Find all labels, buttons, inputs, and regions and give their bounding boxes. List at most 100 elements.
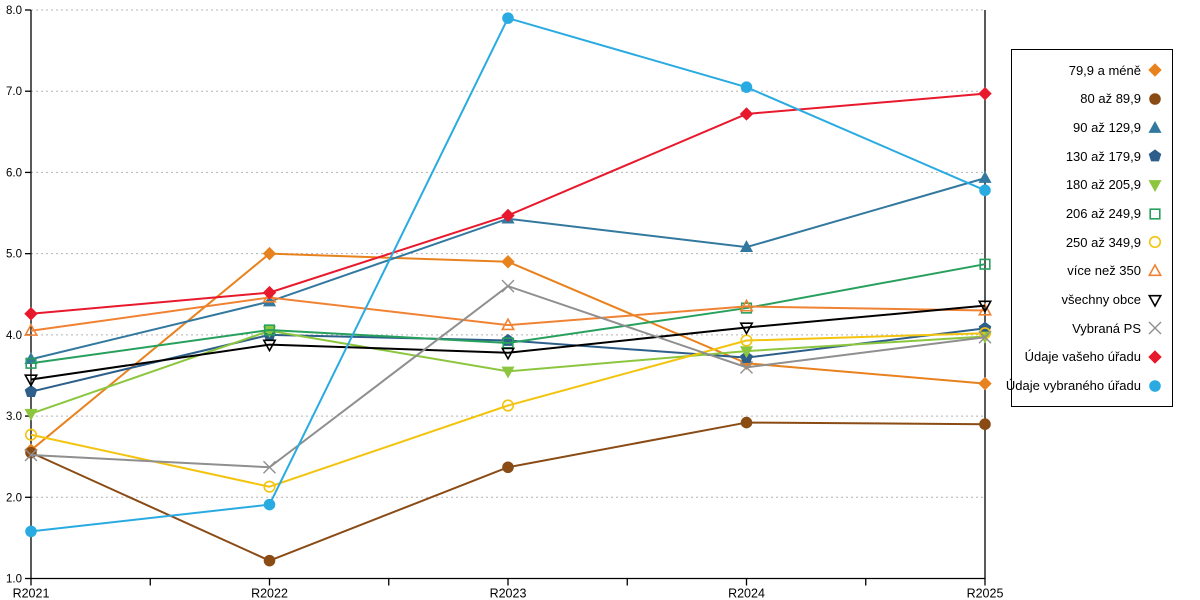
data-point-marker xyxy=(263,460,276,474)
diamond-legend-marker-icon xyxy=(1148,350,1162,364)
data-point-marker xyxy=(501,208,515,223)
series-group xyxy=(24,321,992,398)
chart-legend: 79,9 a méně 80 až 89,9 90 až 129,9 130 až 1… xyxy=(1006,49,1173,407)
data-point-marker xyxy=(1149,93,1161,105)
series-line xyxy=(30,263,986,365)
x-axis-tick-label: R2023 xyxy=(490,587,527,600)
legend-item-label: 206 až 249,9 xyxy=(1065,206,1141,222)
data-point-marker xyxy=(25,446,37,459)
data-point-marker xyxy=(1148,236,1162,249)
circle-legend-marker-icon xyxy=(1149,379,1161,392)
data-point-marker xyxy=(502,461,514,474)
data-point-marker xyxy=(978,376,992,391)
circle-legend-marker-icon xyxy=(1149,93,1161,105)
data-point-marker xyxy=(1149,379,1161,392)
data-point-marker xyxy=(1148,149,1162,162)
legend-item-label: 180 až 205,9 xyxy=(1065,177,1141,193)
data-point-marker xyxy=(977,302,993,316)
series-group xyxy=(25,12,991,538)
series-line xyxy=(30,421,986,562)
data-point-marker xyxy=(1148,321,1162,335)
legend-item: 130 až 179,9 xyxy=(1012,148,1172,164)
data-point-marker xyxy=(978,86,992,101)
x-axis-tick-label: R2022 xyxy=(251,587,288,600)
data-point-marker xyxy=(739,322,754,336)
data-point-marker xyxy=(1148,180,1162,192)
series-line xyxy=(30,304,986,381)
legend-item-label: Údaje vašeho úřadu xyxy=(1024,349,1141,365)
data-point-marker xyxy=(739,107,754,121)
x-axis-tick-label: R2024 xyxy=(728,587,765,600)
legend-item-label: 130 až 179,9 xyxy=(1065,148,1141,164)
legend-item-label: 250 až 349,9 xyxy=(1065,234,1141,250)
triangle-down-legend-marker-icon xyxy=(1147,294,1163,308)
data-point-marker xyxy=(262,289,277,303)
data-point-marker xyxy=(739,298,754,312)
y-axis-tick-label: 3.0 xyxy=(6,411,22,423)
circle-legend-marker-icon xyxy=(1148,236,1162,249)
data-point-marker xyxy=(739,240,754,252)
data-point-marker xyxy=(978,327,992,340)
series-group xyxy=(24,327,992,493)
data-point-marker xyxy=(1148,350,1162,364)
pentagon-legend-marker-icon xyxy=(1148,149,1162,162)
data-point-marker xyxy=(23,374,39,388)
data-point-marker xyxy=(24,448,38,462)
y-axis-tick-label: 6.0 xyxy=(6,167,22,179)
legend-item-label: více než 350 xyxy=(1067,263,1141,279)
data-point-marker xyxy=(263,480,276,493)
legend-item: 80 až 89,9 xyxy=(1012,91,1172,107)
x-axis-tick-label: R2021 xyxy=(13,587,50,600)
legend-item-label: Vybraná PS xyxy=(1072,320,1141,336)
data-point-marker xyxy=(262,325,277,338)
data-point-marker xyxy=(24,428,38,441)
data-point-marker xyxy=(1149,208,1161,220)
series-line xyxy=(30,92,986,315)
data-point-marker xyxy=(979,184,991,197)
data-point-marker xyxy=(262,294,277,307)
data-point-marker xyxy=(500,317,516,331)
legend-item: 206 až 249,9 xyxy=(1012,206,1172,222)
data-point-marker xyxy=(1147,294,1163,308)
legend-item: Údaje vybraného úřadu xyxy=(1006,378,1172,394)
data-point-marker xyxy=(263,554,276,567)
data-point-marker xyxy=(740,81,753,93)
data-point-marker xyxy=(263,498,276,511)
legend-item: Vybraná PS xyxy=(1012,320,1172,336)
y-axis-tick-label: 4.0 xyxy=(6,330,22,342)
series-group xyxy=(25,416,991,567)
data-point-marker xyxy=(979,418,991,430)
legend-item: všechny obce xyxy=(1012,292,1172,308)
y-axis-tick-label: 2.0 xyxy=(6,492,22,504)
data-point-marker xyxy=(502,12,514,24)
data-point-marker xyxy=(977,300,993,314)
data-point-marker xyxy=(262,339,277,353)
legend-item-label: Údaje vybraného úřadu xyxy=(1005,378,1141,394)
series-line xyxy=(30,16,986,533)
data-point-marker xyxy=(501,399,515,412)
data-point-marker xyxy=(740,360,753,374)
y-axis-tick-label: 1.0 xyxy=(6,574,22,586)
data-point-marker xyxy=(978,330,992,344)
data-point-marker xyxy=(1148,120,1162,133)
square-legend-marker-icon xyxy=(1149,208,1161,220)
series-line xyxy=(30,296,986,332)
legend-item: 90 až 129,9 xyxy=(1012,120,1172,136)
series-group xyxy=(23,289,993,336)
triangle-up-legend-marker-icon xyxy=(1147,263,1163,277)
data-point-marker xyxy=(500,347,516,361)
data-point-marker xyxy=(262,246,277,261)
y-axis-tick-label: 7.0 xyxy=(6,86,22,98)
data-point-marker xyxy=(501,366,515,379)
data-point-marker xyxy=(1147,263,1163,277)
series-line xyxy=(30,332,986,488)
data-point-marker xyxy=(979,258,991,270)
triangle-up-legend-marker-icon xyxy=(1148,120,1162,133)
y-axis-tick-label: 8.0 xyxy=(6,5,22,17)
data-point-marker xyxy=(739,346,754,359)
legend-item: více než 350 xyxy=(1012,263,1172,279)
legend-item-label: 80 až 89,9 xyxy=(1080,91,1141,107)
legend-item-label: 79,9 a méně xyxy=(1068,62,1141,78)
data-point-marker xyxy=(501,279,515,293)
legend-item-label: všechny obce xyxy=(1061,292,1142,308)
